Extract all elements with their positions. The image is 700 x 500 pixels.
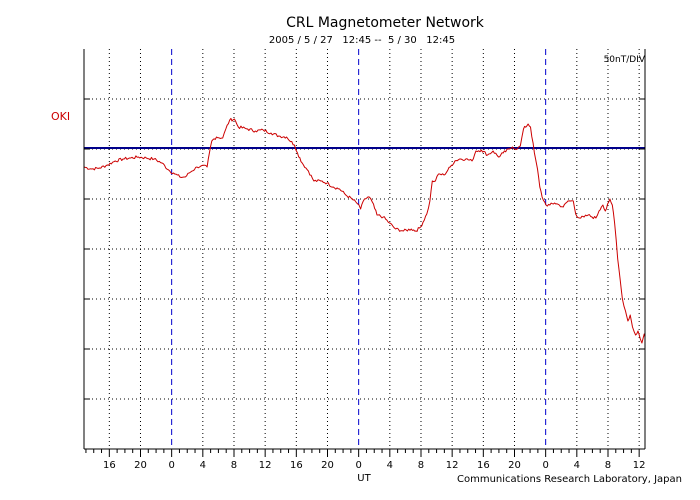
x-tick-label: 20 <box>508 460 521 471</box>
chart-subtitle: 2005 / 5 / 27 12:45 -- 5 / 30 12:45 <box>269 35 455 46</box>
x-tick-layer: 16 20 0 4 8 12 16 20 0 4 8 12 16 20 0 4 8 12 <box>85 449 646 471</box>
x-tick-label: 0 <box>168 460 174 471</box>
x-tick-label: 4 <box>200 460 206 471</box>
x-tick-label: 0 <box>355 460 361 471</box>
x-tick-label: 12 <box>259 460 272 471</box>
x-tick-label: 8 <box>418 460 424 471</box>
baseline-label: OKI <box>51 110 70 123</box>
x-tick-label: 12 <box>446 460 459 471</box>
x-tick-label: 4 <box>574 460 580 471</box>
x-tick-label: 20 <box>321 460 334 471</box>
grid-layer <box>84 49 645 449</box>
x-tick-label: 16 <box>290 460 303 471</box>
day-boundary-layer <box>171 49 547 449</box>
trace-layer <box>83 117 646 344</box>
x-tick-label: 8 <box>605 460 611 471</box>
x-axis-label: UT <box>357 473 371 484</box>
plot-frame-layer <box>83 49 646 450</box>
x-tick-label: 12 <box>633 460 646 471</box>
footer-credit: Communications Research Laboratory, Japa… <box>457 474 682 485</box>
x-tick-label: 20 <box>134 460 147 471</box>
scale-label: 50nT/DIV <box>604 55 646 65</box>
chart-title: CRL Magnetometer Network <box>286 15 485 31</box>
x-tick-label: 0 <box>542 460 548 471</box>
magnetometer-trace <box>83 117 646 344</box>
x-tick-label: 16 <box>477 460 490 471</box>
x-tick-label: 16 <box>103 460 116 471</box>
x-tick-label: 8 <box>231 460 237 471</box>
x-tick-label: 4 <box>387 460 393 471</box>
